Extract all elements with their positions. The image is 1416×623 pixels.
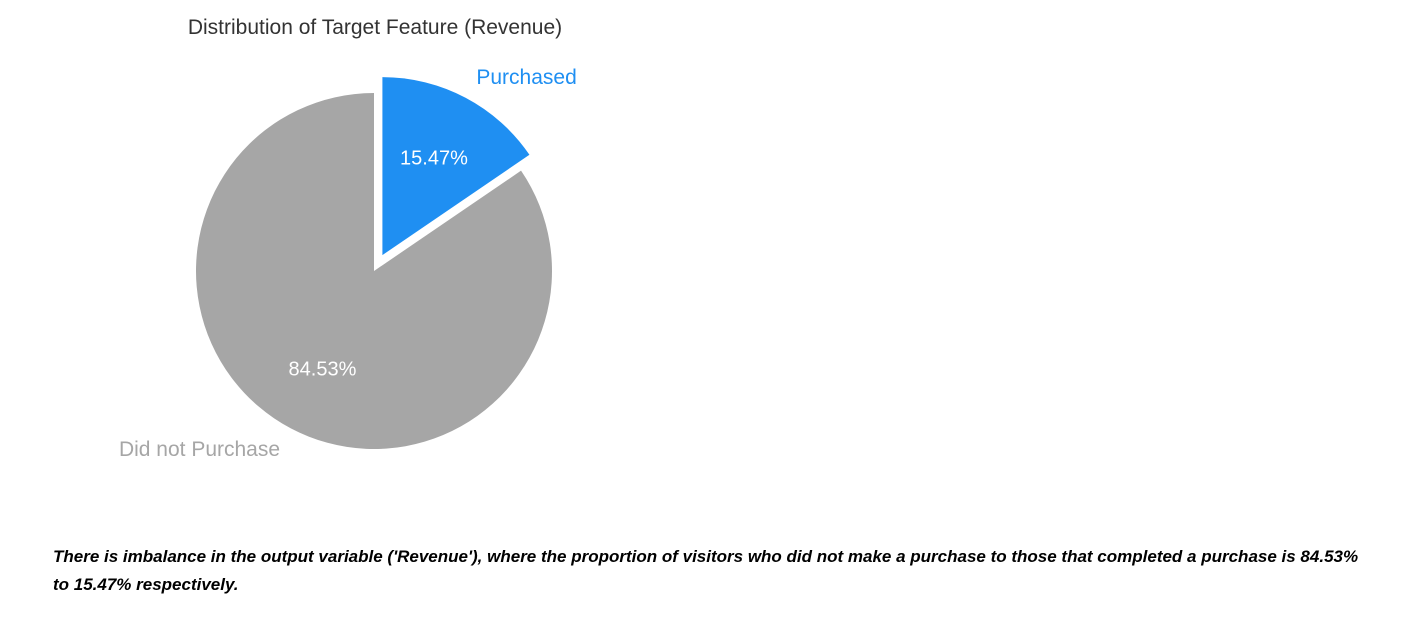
pie-slices	[196, 77, 552, 449]
pie-slice-purchased	[382, 77, 530, 256]
pie-labels: 15.47% Purchased 84.53% Did not Purchase	[119, 66, 577, 461]
chart-title: Distribution of Target Feature (Revenue)	[188, 16, 562, 39]
pie-slice-did-not-purchase	[196, 93, 552, 449]
slice-percent-label: 84.53%	[289, 359, 357, 381]
slice-percent-label: 15.47%	[400, 148, 468, 170]
slice-category-label: Did not Purchase	[119, 438, 280, 461]
pie-chart-svg: Distribution of Target Feature (Revenue)…	[119, 16, 577, 461]
caption-text: There is imbalance in the output variabl…	[53, 547, 1359, 594]
pie-chart: Distribution of Target Feature (Revenue)…	[0, 0, 700, 480]
slice-category-label: Purchased	[476, 66, 576, 89]
